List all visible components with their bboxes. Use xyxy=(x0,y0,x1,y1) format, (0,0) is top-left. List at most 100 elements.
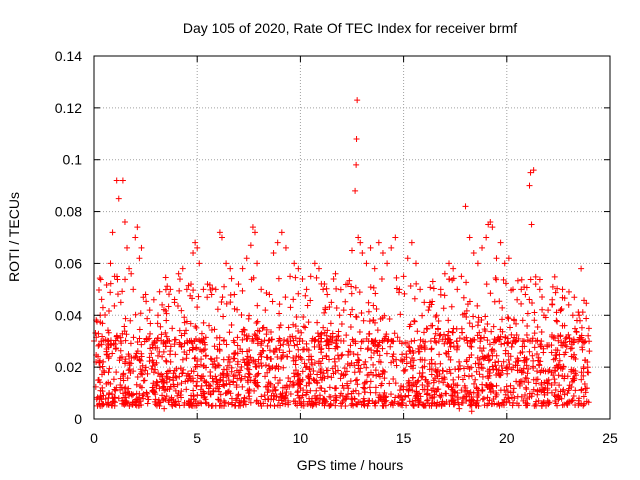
band-point xyxy=(426,299,433,306)
band-point xyxy=(453,338,460,345)
band-point xyxy=(358,309,365,316)
band-point xyxy=(305,379,312,386)
band-point xyxy=(339,382,346,389)
band-point xyxy=(534,337,541,344)
band-point xyxy=(332,362,339,369)
band-point xyxy=(395,289,402,296)
band-point xyxy=(271,402,278,409)
band-point xyxy=(342,371,349,378)
band-point xyxy=(412,395,419,402)
band-point xyxy=(377,382,384,389)
band-point xyxy=(356,329,363,336)
band-point xyxy=(496,336,503,343)
band-point xyxy=(555,393,562,400)
data-point xyxy=(388,244,395,251)
band-point xyxy=(479,387,486,394)
band-point xyxy=(578,324,585,331)
data-point xyxy=(101,369,108,376)
band-point xyxy=(489,352,496,359)
band-point xyxy=(440,379,447,386)
band-point xyxy=(502,365,509,372)
band-point xyxy=(585,332,592,339)
band-point xyxy=(160,348,167,355)
band-point xyxy=(534,323,541,330)
band-point xyxy=(557,364,564,371)
band-point xyxy=(111,394,118,401)
band-point xyxy=(521,357,528,364)
band-point xyxy=(327,401,334,408)
band-point xyxy=(531,402,538,409)
band-point xyxy=(209,361,216,368)
data-point xyxy=(497,239,504,246)
data-point xyxy=(130,286,137,293)
band-point xyxy=(317,338,324,345)
band-point xyxy=(514,362,521,369)
band-point xyxy=(458,387,465,394)
band-point xyxy=(556,382,563,389)
band-point xyxy=(411,318,418,325)
band-point xyxy=(414,328,421,335)
band-point xyxy=(449,387,456,394)
band-point xyxy=(428,402,435,409)
data-point xyxy=(538,403,545,410)
band-point xyxy=(319,355,326,362)
band-point xyxy=(198,330,205,337)
band-point xyxy=(240,401,247,408)
band-point xyxy=(98,296,105,303)
band-point xyxy=(276,324,283,331)
band-point xyxy=(488,328,495,335)
band-point xyxy=(361,389,368,396)
band-point xyxy=(226,329,233,336)
band-point xyxy=(435,386,442,393)
band-point xyxy=(295,372,302,379)
band-point xyxy=(524,310,531,317)
band-point xyxy=(505,356,512,363)
data-point xyxy=(450,265,457,272)
band-point xyxy=(356,289,363,296)
band-point xyxy=(154,344,161,351)
data-point xyxy=(576,395,583,402)
band-point xyxy=(153,338,160,345)
band-point xyxy=(243,362,250,369)
band-point xyxy=(493,382,500,389)
data-point xyxy=(365,400,372,407)
band-point xyxy=(440,367,447,374)
band-point xyxy=(326,384,333,391)
band-point xyxy=(378,275,385,282)
band-point xyxy=(408,338,415,345)
data-point xyxy=(454,286,461,293)
data-point xyxy=(278,229,285,236)
band-point xyxy=(119,288,126,295)
data-point xyxy=(132,234,139,241)
band-point xyxy=(484,368,491,375)
band-point xyxy=(324,367,331,374)
band-point xyxy=(143,298,150,305)
band-point xyxy=(270,392,277,399)
band-point xyxy=(181,330,188,337)
band-point xyxy=(344,360,351,367)
band-point xyxy=(428,371,435,378)
band-point xyxy=(178,307,185,314)
band-point xyxy=(137,370,144,377)
band-point xyxy=(220,356,227,363)
band-point xyxy=(370,302,377,309)
data-point xyxy=(404,255,411,262)
band-point xyxy=(335,328,342,335)
band-point xyxy=(144,393,151,400)
band-point xyxy=(190,378,197,385)
band-point xyxy=(513,320,520,327)
band-point xyxy=(211,343,218,350)
data-point xyxy=(324,291,331,298)
band-point xyxy=(169,325,176,332)
band-point xyxy=(153,381,160,388)
band-point xyxy=(581,380,588,387)
band-point xyxy=(294,389,301,396)
band-point xyxy=(356,357,363,364)
band-point xyxy=(233,395,240,402)
data-point xyxy=(522,291,529,298)
data-point xyxy=(175,270,182,277)
data-point xyxy=(128,270,135,277)
band-point xyxy=(441,340,448,347)
band-point xyxy=(383,331,390,338)
data-point xyxy=(107,260,114,267)
